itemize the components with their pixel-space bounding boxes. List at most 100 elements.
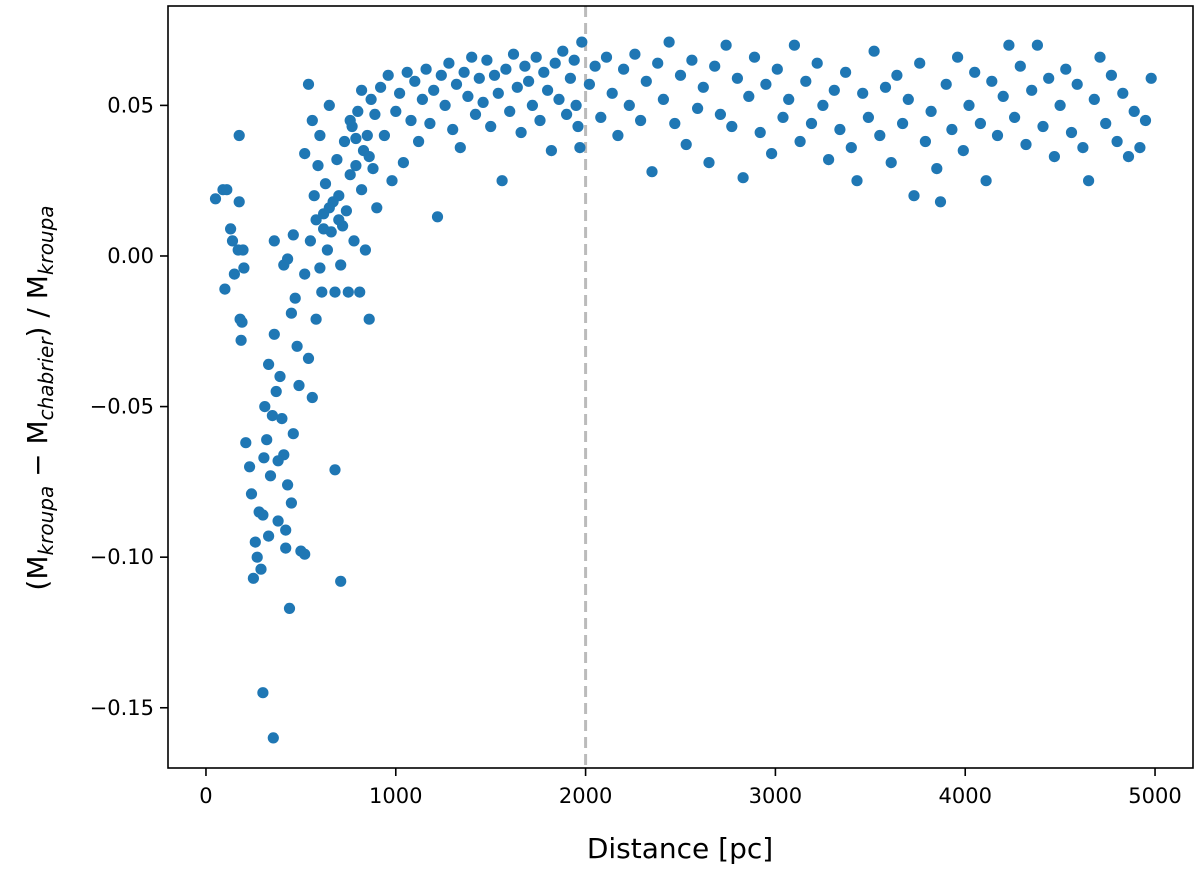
data-point	[245, 488, 258, 500]
data-point	[612, 129, 624, 142]
data-point	[570, 99, 582, 111]
data-point	[302, 78, 315, 90]
data-point	[557, 45, 569, 57]
data-point	[221, 184, 233, 196]
data-point	[236, 316, 248, 328]
y-label-sub-kroupa-2: kroupa	[34, 205, 58, 275]
data-point	[261, 434, 273, 446]
y-axis: −0.15 −0.10 −0.05 0.00 0.05	[90, 93, 168, 720]
data-point	[931, 163, 943, 175]
data-point	[413, 135, 425, 148]
data-point	[466, 51, 478, 63]
x-axis-label: Distance [pc]	[587, 832, 773, 865]
data-point	[481, 54, 493, 66]
data-point	[431, 211, 444, 223]
data-point	[287, 428, 299, 440]
data-point	[348, 235, 360, 247]
data-point	[646, 166, 658, 178]
data-point	[251, 551, 263, 563]
y-tick-label: −0.15	[90, 696, 154, 720]
data-point	[538, 66, 550, 78]
data-point	[640, 75, 652, 87]
data-point	[226, 235, 239, 247]
data-point	[272, 455, 284, 467]
data-point	[428, 84, 440, 96]
x-axis: 0 1000 2000 3000 4000 5000	[199, 768, 1182, 808]
data-point	[703, 157, 715, 169]
data-point	[507, 48, 520, 60]
data-point	[576, 36, 588, 48]
data-point	[350, 160, 362, 172]
data-point	[331, 154, 343, 166]
data-point	[1071, 78, 1083, 90]
data-point	[233, 196, 245, 208]
data-point	[477, 96, 489, 108]
data-point	[371, 202, 383, 214]
data-point	[1111, 135, 1123, 148]
data-point	[1054, 99, 1066, 111]
y-label-mid: ) / M	[21, 275, 54, 337]
data-point	[485, 120, 497, 133]
data-point	[244, 461, 256, 473]
data-point	[255, 563, 267, 575]
data-point	[674, 69, 687, 81]
data-point	[462, 90, 474, 102]
data-point	[272, 515, 284, 527]
data-point	[344, 169, 356, 181]
data-point	[247, 572, 259, 584]
data-point	[828, 84, 840, 96]
data-point	[574, 142, 586, 154]
data-point	[957, 145, 969, 157]
data-point	[760, 78, 772, 90]
data-point	[817, 99, 829, 111]
data-point	[720, 39, 732, 51]
data-point	[299, 148, 311, 160]
data-point	[862, 111, 875, 123]
data-point	[1083, 175, 1095, 187]
data-point	[405, 114, 417, 127]
data-point	[868, 45, 880, 57]
data-point	[986, 75, 998, 87]
data-point	[240, 437, 252, 449]
data-point	[680, 138, 692, 151]
x-tick-label: 2000	[559, 784, 612, 808]
data-point	[840, 66, 852, 78]
y-label-sub-chabrier: chabrier	[34, 336, 58, 421]
data-point	[356, 184, 368, 196]
x-tick-label: 4000	[938, 784, 991, 808]
data-point	[289, 292, 301, 304]
data-point	[737, 172, 749, 184]
data-point	[329, 286, 341, 298]
data-point	[267, 732, 279, 744]
y-label-minus: − M	[21, 420, 54, 485]
data-point	[447, 123, 459, 136]
data-point	[561, 108, 573, 120]
data-point	[969, 66, 981, 78]
data-point	[257, 509, 269, 521]
data-point	[974, 117, 987, 130]
data-point	[274, 370, 286, 383]
data-point	[902, 93, 914, 105]
data-point	[1100, 117, 1112, 130]
data-point	[394, 87, 406, 99]
data-point	[314, 129, 326, 142]
data-point	[401, 66, 413, 78]
data-point	[542, 84, 554, 96]
data-point	[545, 145, 558, 157]
data-point	[600, 51, 613, 63]
data-point	[845, 142, 857, 154]
data-point	[1145, 72, 1157, 84]
data-point	[1134, 142, 1146, 154]
data-point	[914, 57, 926, 69]
data-point	[805, 117, 818, 130]
data-point	[318, 223, 330, 235]
data-point	[312, 160, 324, 172]
data-point	[473, 72, 485, 84]
data-point	[375, 81, 387, 93]
data-point	[450, 78, 463, 90]
data-point	[342, 286, 354, 298]
data-point	[363, 313, 375, 325]
data-point	[783, 93, 795, 105]
data-point	[980, 175, 992, 187]
